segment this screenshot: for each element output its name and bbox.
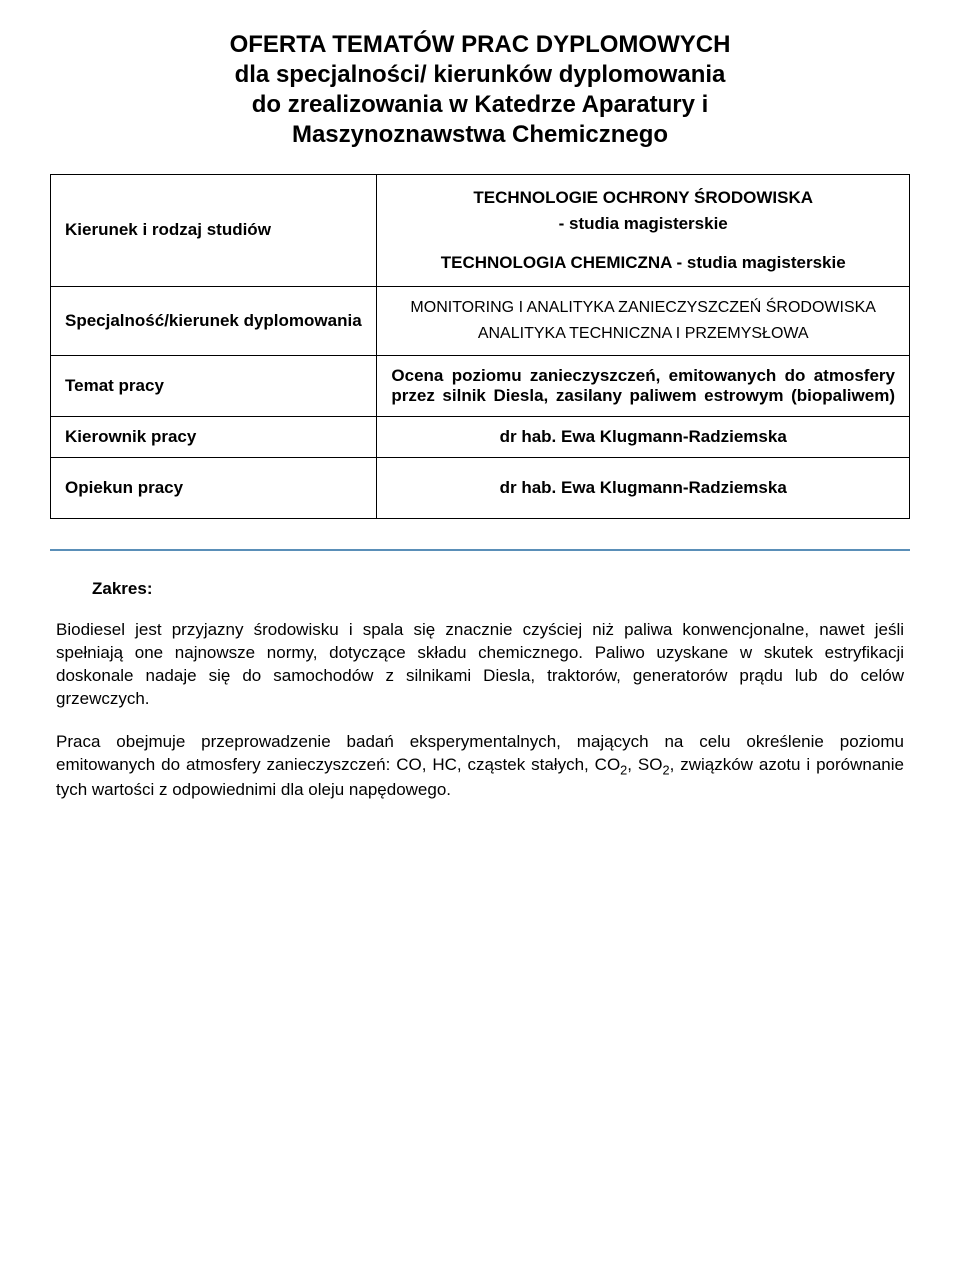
zakres-label: Zakres: <box>92 579 904 599</box>
zakres-para-1: Biodiesel jest przyjazny środowisku i sp… <box>56 619 904 711</box>
label-opiekun: Opiekun pracy <box>65 478 183 497</box>
title-line-4: Maszynoznawstwa Chemicznego <box>50 120 910 150</box>
table-row-temat: Temat pracy Ocena poziomu zanieczyszczeń… <box>51 356 910 417</box>
value-kierunek-3: TECHNOLOGIA CHEMICZNA - studia magisters… <box>391 250 895 276</box>
table-row-kierownik: Kierownik pracy dr hab. Ewa Klugmann-Rad… <box>51 417 910 458</box>
label-kierunek: Kierunek i rodzaj studiów <box>65 220 271 239</box>
label-kierownik: Kierownik pracy <box>65 427 196 446</box>
value-kierunek-1: TECHNOLOGIE OCHRONY ŚRODOWISKA <box>391 185 895 211</box>
value-specjalnosc-2: ANALITYKA TECHNICZNA I PRZEMYSŁOWA <box>391 323 895 345</box>
zakres-para-2: Praca obejmuje przeprowadzenie badań eks… <box>56 731 904 801</box>
table-row-opiekun: Opiekun pracy dr hab. Ewa Klugmann-Radzi… <box>51 458 910 519</box>
title-line-1: OFERTA TEMATÓW PRAC DYPLOMOWYCH <box>50 30 910 60</box>
table-row-kierunek: Kierunek i rodzaj studiów TECHNOLOGIE OC… <box>51 175 910 287</box>
divider <box>50 549 910 551</box>
value-specjalnosc-1: MONITORING I ANALITYKA ZANIECZYSZCZEŃ ŚR… <box>391 297 895 319</box>
document-title: OFERTA TEMATÓW PRAC DYPLOMOWYCH dla spec… <box>50 30 910 150</box>
table-row-specjalnosc: Specjalność/kierunek dyplomowania MONITO… <box>51 286 910 356</box>
title-line-2: dla specjalności/ kierunków dyplomowania <box>50 60 910 90</box>
value-temat: Ocena poziomu zanieczyszczeń, emitowanyc… <box>391 366 895 406</box>
info-table: Kierunek i rodzaj studiów TECHNOLOGIE OC… <box>50 174 910 519</box>
zakres-section: Zakres: Biodiesel jest przyjazny środowi… <box>50 579 910 801</box>
label-temat: Temat pracy <box>65 376 164 395</box>
value-kierunek-2: - studia magisterskie <box>391 211 895 237</box>
title-line-3: do zrealizowania w Katedrze Aparatury i <box>50 90 910 120</box>
value-kierownik: dr hab. Ewa Klugmann-Radziemska <box>391 427 895 447</box>
label-specjalnosc: Specjalność/kierunek dyplomowania <box>65 311 362 330</box>
value-opiekun: dr hab. Ewa Klugmann-Radziemska <box>391 478 895 498</box>
